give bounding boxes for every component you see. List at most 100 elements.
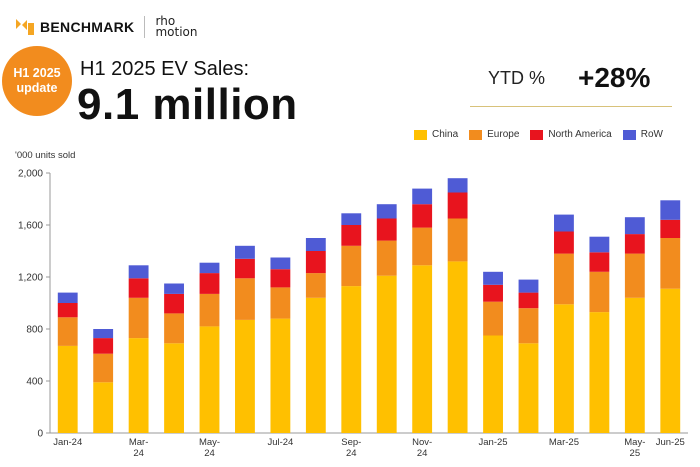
bar-segment-china	[199, 326, 220, 433]
y-tick-label: 1,600	[18, 221, 43, 232]
bar-segment-row	[447, 178, 468, 193]
legend-label-europe: Europe	[487, 129, 520, 140]
bar-segment-europe	[412, 227, 433, 266]
bar-segment-north-america	[57, 303, 78, 318]
headline-value: 9.1 million	[77, 80, 298, 129]
x-tick-label: Jan-25	[479, 437, 508, 448]
bar-segment-row	[624, 217, 645, 235]
y-tick-label: 800	[26, 325, 43, 336]
bar-segment-china	[164, 343, 184, 433]
bar-segment-row	[341, 213, 362, 225]
partner-logo-line1: rho	[155, 14, 176, 28]
bar-segment-china	[128, 338, 149, 433]
x-tick-label: Jun-25	[656, 437, 685, 448]
bar-segment-north-america	[447, 192, 468, 219]
bar-segment-china	[270, 318, 291, 433]
bar-segment-europe	[270, 287, 291, 319]
badge-line1: H1 2025	[13, 66, 61, 80]
bar-segment-north-america	[554, 231, 574, 254]
x-tick-label: Jul-24	[267, 437, 293, 448]
bar-segment-china	[660, 288, 681, 433]
bar-segment-china	[554, 304, 574, 433]
partner-logo: rho motion	[155, 14, 198, 39]
bar-segment-europe	[518, 308, 539, 344]
bar-segment-europe	[128, 297, 149, 339]
y-tick-label: 400	[26, 377, 43, 388]
ytd-underline	[470, 106, 672, 107]
bar-segment-china	[57, 345, 78, 433]
benchmark-logo-icon	[16, 19, 34, 35]
chart-legend: China Europe North America RoW	[414, 129, 674, 140]
bar-segment-europe	[93, 353, 114, 383]
bar-segment-china	[341, 286, 362, 433]
bar-segment-north-america	[305, 251, 326, 274]
bar-segment-row	[305, 238, 326, 251]
legend-label-china: China	[432, 129, 459, 140]
bar-segment-europe	[341, 245, 362, 287]
bar-segment-north-america	[483, 284, 503, 302]
benchmark-logo: BENCHMARK rho motion	[14, 14, 198, 39]
bar-segment-row	[660, 200, 681, 220]
bar-segment-row	[589, 236, 610, 253]
bar-segment-north-america	[518, 292, 539, 309]
bar-segment-china	[376, 275, 397, 433]
bar-segment-europe	[235, 278, 255, 320]
y-tick-label: 1,200	[18, 273, 43, 284]
bar-segment-north-america	[199, 273, 220, 294]
bar-segment-europe	[376, 240, 397, 276]
bar-segment-row	[199, 262, 220, 274]
update-badge: H1 2025 update	[2, 46, 72, 116]
x-tick-label: Mar-24	[129, 437, 149, 459]
legend-label-row: RoW	[640, 129, 663, 140]
bar-segment-row	[235, 245, 255, 259]
x-tick-label: Mar-25	[549, 437, 579, 448]
bar-segment-north-america	[376, 218, 397, 241]
x-tick-label: Jan-24	[53, 437, 82, 448]
bar-segment-europe	[199, 293, 220, 327]
bar-segment-europe	[589, 271, 610, 313]
legend-item-europe: Europe	[469, 129, 519, 140]
bar-segment-china	[624, 297, 645, 433]
x-tick-label: Nov-24	[412, 437, 432, 459]
partner-logo-line2: motion	[155, 25, 198, 39]
bar-segment-china	[412, 265, 433, 433]
bar-segment-north-america	[128, 278, 149, 298]
y-tick-label: 2,000	[18, 169, 43, 180]
bar-segment-china	[518, 343, 539, 433]
bar-segment-north-america	[235, 258, 255, 279]
bar-segment-row	[128, 265, 149, 279]
logo-divider	[144, 16, 146, 38]
bar-segment-row	[412, 188, 433, 205]
bar-segment-north-america	[93, 338, 114, 354]
legend-swatch-north-america	[530, 129, 544, 140]
bar-segment-north-america	[624, 234, 645, 254]
legend-item-row: RoW	[622, 129, 663, 140]
bar-segment-europe	[660, 238, 681, 289]
bar-segment-china	[235, 319, 255, 433]
badge-line2: update	[16, 81, 58, 95]
bar-segment-europe	[447, 218, 468, 262]
bar-segment-row	[483, 271, 503, 285]
bar-segment-north-america	[412, 204, 433, 228]
legend-swatch-europe	[469, 129, 483, 140]
legend-item-china: China	[414, 129, 458, 140]
brand-name: BENCHMARK	[40, 19, 135, 35]
bar-segment-north-america	[341, 225, 362, 246]
bar-segment-row	[57, 292, 78, 303]
bar-segment-north-america	[589, 252, 610, 272]
legend-item-north-america: North America	[530, 129, 612, 140]
bar-segment-europe	[164, 313, 184, 344]
legend-swatch-row	[622, 129, 636, 140]
bar-segment-china	[447, 261, 468, 433]
chart-subtitle: H1 2025 EV Sales:	[80, 58, 249, 80]
bar-segment-row	[93, 329, 114, 339]
bar-segment-north-america	[660, 219, 681, 238]
x-tick-label: May-25	[624, 437, 645, 459]
ytd-label: YTD %	[488, 68, 546, 88]
bar-segment-europe	[305, 273, 326, 298]
bar-segment-china	[93, 382, 114, 433]
bar-segment-row	[270, 257, 291, 270]
legend-swatch-china	[414, 129, 427, 140]
bar-segment-row	[518, 279, 539, 293]
